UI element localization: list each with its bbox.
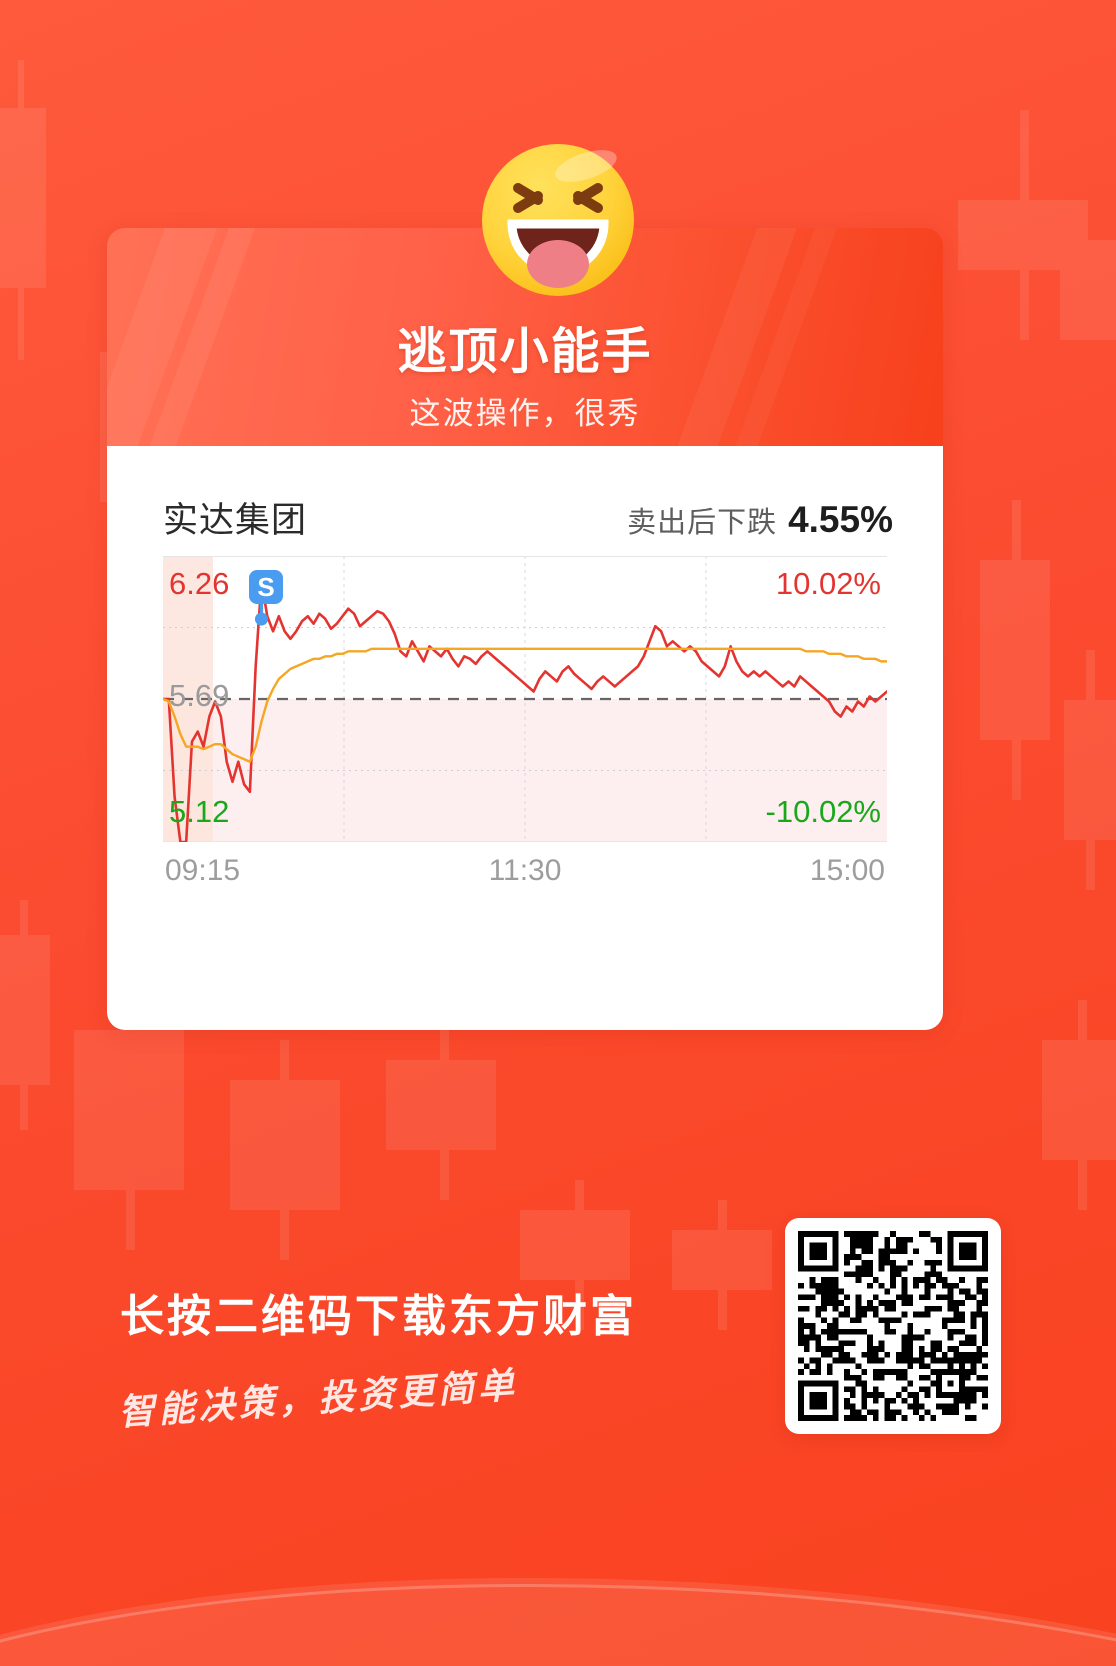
chart-svg (163, 556, 887, 842)
intraday-chart-area: 6.26 10.02% 5.69 5.12 -10.02% S 09:15 11… (107, 556, 943, 898)
qr-code[interactable] (798, 1231, 988, 1421)
download-cta-text: 长按二维码下载东方财富 (120, 1292, 637, 1341)
qr-code-card[interactable] (785, 1218, 1001, 1434)
chart-high-price: 6.26 (169, 566, 230, 601)
performance-group: 卖出后下跌 4.55% (627, 499, 893, 541)
chart-mid-price: 5.69 (169, 678, 230, 713)
time-label-end: 15:00 (809, 854, 885, 887)
performance-value: 4.55% (788, 499, 893, 540)
performance-label: 卖出后下跌 (627, 507, 778, 539)
result-card: 逃顶小能手 这波操作，很秀 实达集团 卖出后下跌 4.55% 6.26 10.0… (107, 228, 943, 1030)
sell-marker-badge[interactable]: S (249, 570, 283, 604)
chart-time-axis: 09:15 11:30 15:00 (163, 854, 887, 898)
time-label-start: 09:15 (165, 854, 241, 887)
chart-low-price: 5.12 (169, 794, 230, 829)
chart-plot[interactable]: 6.26 10.02% 5.69 5.12 -10.02% S (163, 556, 887, 842)
chart-low-pct: -10.02% (765, 794, 881, 829)
card-body: 实达集团 卖出后下跌 4.55% 6.26 10.02% 5.69 5.12 -… (107, 446, 943, 1030)
laughing-face-emoji (478, 140, 638, 300)
card-subtitle: 这波操作，很秀 (409, 396, 641, 431)
promo-section: 长按二维码下载东方财富 智能决策，投资更简单 (0, 1218, 1116, 1470)
swoosh-decoration (0, 1578, 1116, 1666)
stock-name: 实达集团 (163, 501, 308, 540)
time-label-mid: 11:30 (488, 854, 562, 887)
stock-summary-row: 实达集团 卖出后下跌 4.55% (163, 492, 893, 540)
chart-high-pct: 10.02% (775, 566, 881, 601)
card-title: 逃顶小能手 (397, 325, 653, 379)
brand-slogan: 智能决策，投资更简单 (117, 1365, 520, 1433)
